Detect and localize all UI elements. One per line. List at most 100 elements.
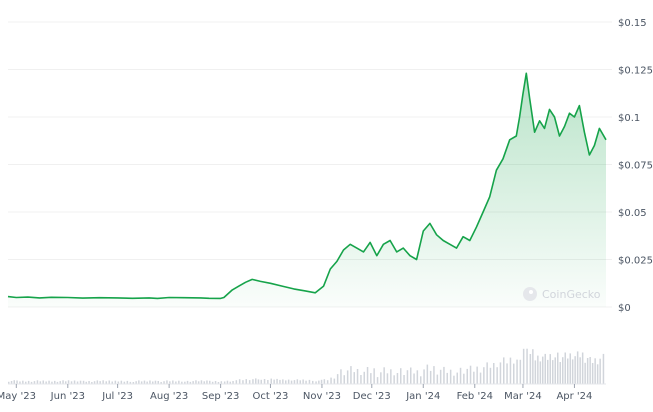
volume-bar <box>336 374 339 384</box>
line-layer <box>7 72 607 300</box>
volume-bar <box>248 380 251 384</box>
volume-bar <box>76 381 79 384</box>
volume-bar <box>22 380 24 384</box>
volume-bar <box>383 367 385 384</box>
coingecko-logo-icon <box>523 287 537 301</box>
volume-bar <box>549 354 551 384</box>
volume-bar <box>123 381 126 384</box>
x-tick-label: Jul '23 <box>101 391 133 402</box>
volume-bar <box>19 381 21 384</box>
volume-bar <box>489 367 492 384</box>
volume-bar <box>146 381 148 384</box>
volume-bar <box>54 380 56 384</box>
volume-bar <box>108 380 110 384</box>
volume-bar <box>539 361 542 384</box>
volume-bar <box>386 373 389 384</box>
volume-bar <box>340 369 342 384</box>
volume-bar <box>16 380 18 384</box>
volume-bar <box>138 380 140 384</box>
volume-bar <box>526 348 528 384</box>
y-tick-label: $0.125 <box>618 66 653 77</box>
x-tick-label: Oct '23 <box>252 391 288 402</box>
volume-bar <box>473 371 475 384</box>
volume-bar <box>203 381 205 384</box>
volume-bar <box>33 381 36 384</box>
volume-bar <box>571 359 574 384</box>
watermark: CoinGecko <box>523 287 601 301</box>
volume-bar <box>343 375 345 384</box>
volume-bar <box>522 348 525 384</box>
volume-bar <box>117 381 120 384</box>
volume-bar <box>252 379 254 384</box>
volume-bar <box>509 357 512 384</box>
volume-bar <box>599 358 601 384</box>
volume-bar <box>469 365 472 384</box>
volume-bar <box>589 357 591 384</box>
volume-bar <box>569 353 571 384</box>
volume-bar <box>257 379 260 384</box>
volume-bar <box>581 352 584 384</box>
volume-bar <box>312 380 314 384</box>
volume-bar <box>416 370 419 384</box>
volume-bar <box>143 380 146 384</box>
y-tick-label: $0.1 <box>618 113 640 124</box>
volume-bar <box>299 380 301 384</box>
volume-bar <box>255 378 257 384</box>
volume-bar <box>423 369 425 384</box>
volume-bar <box>184 381 186 384</box>
volume-bar <box>105 381 107 384</box>
volume-bar <box>360 375 362 384</box>
volume-bar <box>285 380 287 384</box>
volume-bar <box>56 381 59 384</box>
volume-bar <box>532 349 534 384</box>
volume-bar <box>25 381 27 384</box>
volume-bar <box>152 381 154 384</box>
volume-bar <box>166 380 168 384</box>
volume-bar <box>350 366 352 384</box>
volume-bar <box>102 380 104 384</box>
x-tick-label: Apr '24 <box>556 391 592 402</box>
volume-bar <box>154 380 157 384</box>
coingecko-logo-eye <box>529 290 533 294</box>
volume-bar <box>197 381 200 384</box>
volume-bar <box>483 367 485 384</box>
volume-bar <box>537 355 539 384</box>
volume-bar <box>129 381 132 384</box>
volume-bar <box>73 380 76 384</box>
volume-bar <box>584 362 586 384</box>
volume-bar <box>529 354 532 384</box>
volume-bar <box>403 375 405 384</box>
volume-bar <box>59 381 61 384</box>
volume-bar <box>433 366 435 384</box>
volume-bar <box>503 357 505 384</box>
volume-bar <box>211 381 214 384</box>
volume-bar <box>396 373 399 384</box>
volume-bar <box>393 375 395 384</box>
volume-bar <box>574 356 576 384</box>
volume-bar <box>366 367 369 384</box>
volume-bar <box>552 360 554 384</box>
volume-bar <box>132 382 135 384</box>
volume-bar <box>476 366 478 384</box>
volume-bar <box>111 381 113 384</box>
volume-bars <box>8 348 606 385</box>
volume-bar <box>305 380 307 384</box>
volume-bar <box>591 363 594 384</box>
volume-bar <box>479 372 482 384</box>
volume-bar <box>586 358 589 384</box>
volume-bar <box>157 381 159 384</box>
volume-bar <box>36 380 39 384</box>
volume-bar <box>226 380 229 384</box>
volume-bar <box>126 380 129 384</box>
volume-bar <box>370 373 372 384</box>
volume-bar <box>315 381 317 384</box>
volume-bar <box>326 380 329 384</box>
price-line <box>7 72 607 300</box>
volume-bar <box>400 368 402 384</box>
y-tick-label: $0.15 <box>618 18 647 29</box>
volume-bar <box>42 380 44 384</box>
volume-bar <box>135 381 137 384</box>
volume-bar <box>67 380 70 384</box>
